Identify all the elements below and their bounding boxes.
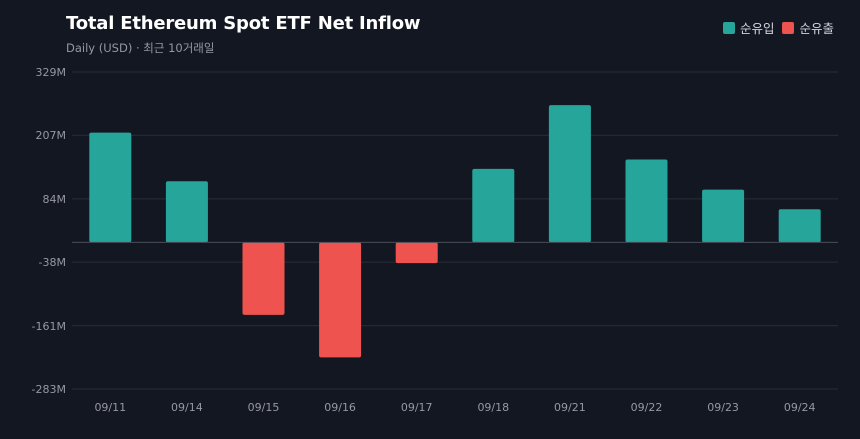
- bar-09-23[interactable]: [702, 189, 745, 243]
- bar-09-15[interactable]: [242, 242, 285, 315]
- legend-label-inflow: 순유입: [739, 21, 775, 36]
- legend-swatch-inflow: [722, 21, 735, 34]
- chart-title: Total Ethereum Spot ETF Net Inflow: [66, 13, 421, 34]
- legend-item-inflow[interactable]: 순유입: [722, 18, 775, 37]
- x-tick-label: 09/16: [324, 401, 356, 414]
- bar-09-22[interactable]: [625, 159, 668, 243]
- bar-09-17[interactable]: [395, 242, 438, 264]
- legend-swatch-outflow: [782, 21, 795, 34]
- y-tick-label: 84M: [43, 193, 67, 206]
- y-tick-label: -38M: [39, 256, 66, 269]
- x-tick-label: 09/22: [631, 401, 663, 414]
- legend-label-outflow: 순유출: [799, 21, 834, 36]
- bar-09-24[interactable]: [778, 209, 821, 243]
- legend-item-outflow[interactable]: 순유출: [782, 18, 834, 37]
- x-tick-label: 09/18: [477, 401, 509, 414]
- bar-09-16[interactable]: [319, 242, 362, 358]
- legend: 순유입 순유출: [715, 18, 834, 37]
- x-tick-label: 09/24: [784, 401, 816, 414]
- y-tick-label: 329M: [36, 66, 67, 79]
- x-tick-label: 09/15: [248, 401, 280, 414]
- bar-09-11[interactable]: [89, 132, 132, 243]
- bar-09-21[interactable]: [548, 105, 591, 243]
- x-tick-label: 09/14: [171, 401, 203, 414]
- x-axis-labels: 09/11 09/14 09/15 09/16 09/17 09/18 09/21 09/22…: [94, 401, 815, 414]
- x-tick-label: 09/23: [707, 401, 739, 414]
- bar-09-14[interactable]: [165, 181, 208, 243]
- chart-subtitle: Daily (USD) · 최근 10거래일: [66, 41, 215, 55]
- y-axis-labels: 329M 207M 84M -38M -161M -283M: [32, 66, 66, 396]
- bars: [89, 105, 821, 358]
- y-tick-label: -161M: [32, 320, 66, 333]
- y-tick-label: -283M: [32, 383, 66, 396]
- x-tick-label: 09/11: [94, 401, 126, 414]
- bar-09-18[interactable]: [472, 168, 515, 243]
- x-tick-label: 09/21: [554, 401, 586, 414]
- y-tick-label: 207M: [36, 129, 67, 142]
- x-tick-label: 09/17: [401, 401, 433, 414]
